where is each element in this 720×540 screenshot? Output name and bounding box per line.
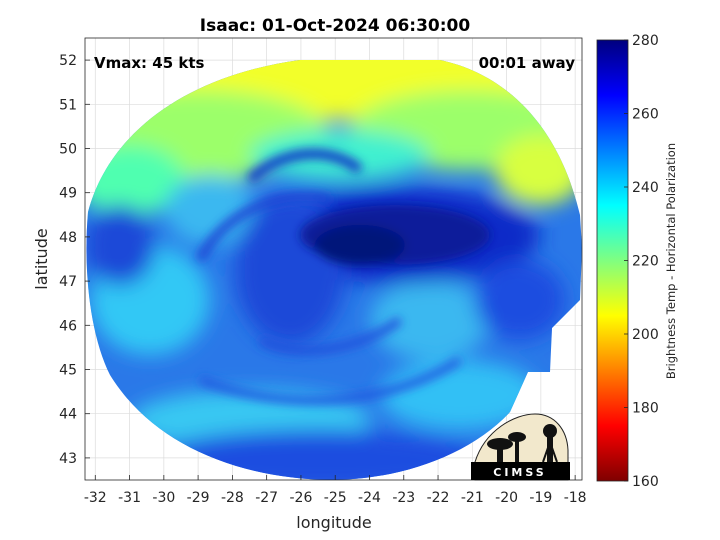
y-tick-label: 44 xyxy=(59,407,77,423)
x-tick-label: -20 xyxy=(495,490,518,506)
colorbar-tick-label: 180 xyxy=(632,401,659,417)
chart-title: Isaac: 01-Oct-2024 06:30:00 xyxy=(200,16,471,36)
x-tick-label: -18 xyxy=(564,490,587,506)
colorbar-label: Brightness Temp - Horizontal Polarizatio… xyxy=(664,143,678,379)
x-tick-label: -29 xyxy=(187,490,210,506)
x-tick-label: -32 xyxy=(84,490,107,506)
x-axis-label: longitude xyxy=(296,513,371,532)
x-tick-label: -25 xyxy=(324,490,347,506)
colorbar-tick-label: 160 xyxy=(632,474,659,490)
colorbar-tick-label: 240 xyxy=(632,180,659,196)
colorbar-tick-label: 260 xyxy=(632,107,659,123)
x-tick-label: -22 xyxy=(427,490,450,506)
x-tick-label: -28 xyxy=(221,490,244,506)
y-tick-label: 50 xyxy=(59,142,77,158)
y-tick-label: 45 xyxy=(59,363,77,379)
vmax-annotation: Vmax: 45 kts xyxy=(94,54,204,72)
colorbar-tick-label: 200 xyxy=(632,327,659,343)
x-tick-label: -26 xyxy=(290,490,313,506)
y-tick-label: 48 xyxy=(59,230,77,246)
colorbar xyxy=(596,39,629,482)
colorbar-tick-label: 280 xyxy=(632,33,659,49)
axes-frame xyxy=(84,37,583,481)
y-tick-label: 52 xyxy=(59,53,77,69)
x-tick-label: -27 xyxy=(255,490,278,506)
colorbar-tick-label: 220 xyxy=(632,254,659,270)
y-axis: 43 44 45 46 47 48 49 50 51 52 xyxy=(59,53,90,467)
brightness-temperature-swath xyxy=(86,60,583,480)
y-axis-label: latitude xyxy=(32,228,51,289)
x-tick-label: -24 xyxy=(358,490,381,506)
x-tick-label: -23 xyxy=(392,490,415,506)
colorbar-ticks: 160 180 200 220 240 260 280 xyxy=(624,33,659,490)
y-tick-label: 51 xyxy=(59,97,77,113)
y-tick-label: 47 xyxy=(59,274,77,290)
y-tick-label: 49 xyxy=(59,186,77,202)
x-tick-label: -19 xyxy=(529,490,552,506)
x-tick-label: -31 xyxy=(118,490,141,506)
y-tick-label: 46 xyxy=(59,318,77,334)
time-away-annotation: 00:01 away xyxy=(479,54,576,72)
x-axis: -32 -31 -30 -29 -28 -27 -26 -25 -24 -23 -22 -21 -20-… xyxy=(84,475,587,506)
x-tick-label: -21 xyxy=(461,490,484,506)
cimss-logo: CIMSS xyxy=(471,413,570,481)
x-tick-label: -30 xyxy=(152,490,175,506)
logo-text: CIMSS xyxy=(493,466,546,479)
y-tick-label: 43 xyxy=(59,451,77,467)
